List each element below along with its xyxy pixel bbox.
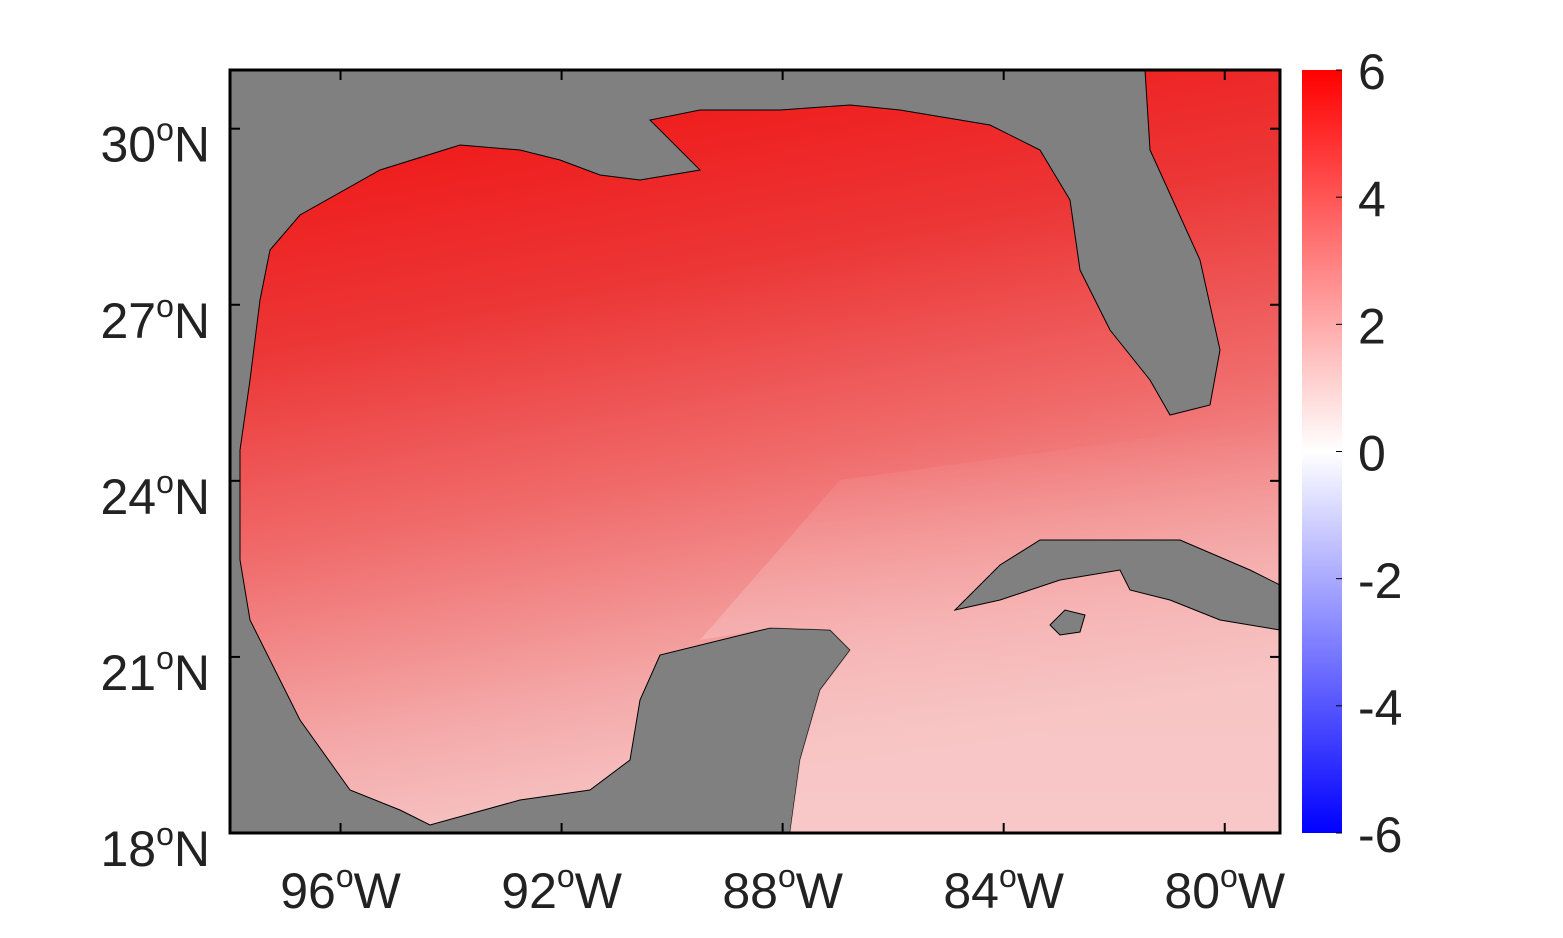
hemisphere: N	[174, 821, 210, 877]
degree-mark: o	[156, 464, 174, 500]
tick-number: 96	[280, 863, 336, 919]
degree-mark: o	[156, 112, 174, 148]
degree-mark: o	[999, 858, 1017, 894]
colorbar-label: 0	[1358, 426, 1386, 482]
tick-label: 80oW	[1164, 858, 1285, 919]
tick-number: 18	[100, 821, 156, 877]
axes: 96oW 92oW 88oW 84oW 80oW18oN21oN24oN27oN30oN…	[100, 44, 1402, 919]
tick-label: 21oN	[100, 640, 210, 701]
colorbar-label: 6	[1358, 44, 1386, 100]
tick-number: 84	[943, 863, 999, 919]
tick-number: 92	[501, 863, 557, 919]
hemisphere: W	[1017, 863, 1065, 919]
tick-label: 96oW	[280, 858, 401, 919]
hemisphere: N	[174, 645, 210, 701]
tick-number: 27	[100, 293, 156, 349]
degree-mark: o	[156, 640, 174, 676]
hemisphere: N	[174, 469, 210, 525]
degree-mark: o	[557, 858, 575, 894]
island	[1049, 609, 1086, 636]
hemisphere: W	[1238, 863, 1286, 919]
hemisphere: W	[354, 863, 402, 919]
colorbar-label: -2	[1358, 553, 1402, 609]
tick-label: 24oN	[100, 464, 210, 525]
tick-number: 30	[100, 117, 156, 173]
tick-label: 30oN	[100, 112, 210, 173]
tick-label: 18oN	[100, 816, 210, 877]
degree-mark: o	[156, 816, 174, 852]
colorbar-label: 2	[1358, 299, 1386, 355]
degree-mark: o	[778, 858, 796, 894]
hemisphere: W	[796, 863, 844, 919]
hemisphere: N	[174, 293, 210, 349]
degree-mark: o	[336, 858, 354, 894]
hemisphere: W	[575, 863, 623, 919]
colorbar	[1302, 70, 1342, 833]
colorbar-label: 4	[1358, 171, 1386, 227]
tick-number: 88	[722, 863, 778, 919]
map-frame	[228, 68, 1282, 835]
tick-number: 24	[100, 469, 156, 525]
tick-label: 84oW	[943, 858, 1064, 919]
tick-number: 21	[100, 645, 156, 701]
hemisphere: N	[174, 117, 210, 173]
degree-mark: o	[156, 288, 174, 324]
ocean-shade	[700, 420, 1280, 833]
colorbar-label: -6	[1358, 807, 1402, 863]
tick-label: 27oN	[100, 288, 210, 349]
degree-mark: o	[1220, 858, 1238, 894]
colorbar-label: -4	[1358, 680, 1402, 736]
tick-label: 88oW	[722, 858, 843, 919]
tick-number: 80	[1164, 863, 1220, 919]
tick-label: 92oW	[501, 858, 622, 919]
